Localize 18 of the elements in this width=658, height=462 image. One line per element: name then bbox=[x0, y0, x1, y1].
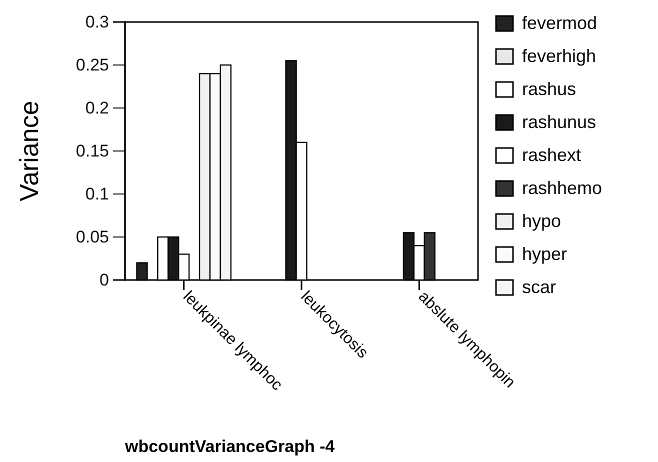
legend-label: rashunus bbox=[522, 112, 596, 132]
legend-label: hyper bbox=[522, 244, 568, 264]
y-tick-label: 0.3 bbox=[85, 12, 109, 32]
text: wbcountVarianceGraph -4 bbox=[124, 437, 336, 456]
y-tick-label: 0.25 bbox=[76, 55, 109, 74]
legend-label: rashus bbox=[522, 79, 576, 99]
y-tick-label: 0.1 bbox=[85, 184, 109, 204]
legend-label: rashhemo bbox=[522, 178, 602, 198]
legend-label: hypo bbox=[522, 211, 562, 231]
legend-label: feverhigh bbox=[522, 46, 596, 66]
legend-label: fevermod bbox=[522, 13, 598, 33]
y-tick-label: 0.15 bbox=[76, 141, 109, 160]
y-tick-label: 0.05 bbox=[76, 227, 109, 246]
y-tick-label: 0.2 bbox=[85, 98, 109, 118]
legend-label: rashext bbox=[522, 145, 582, 165]
y-tick-label: 0 bbox=[100, 270, 109, 290]
legend-label: scar bbox=[522, 277, 556, 297]
y-axis-title: Variance bbox=[14, 100, 44, 202]
